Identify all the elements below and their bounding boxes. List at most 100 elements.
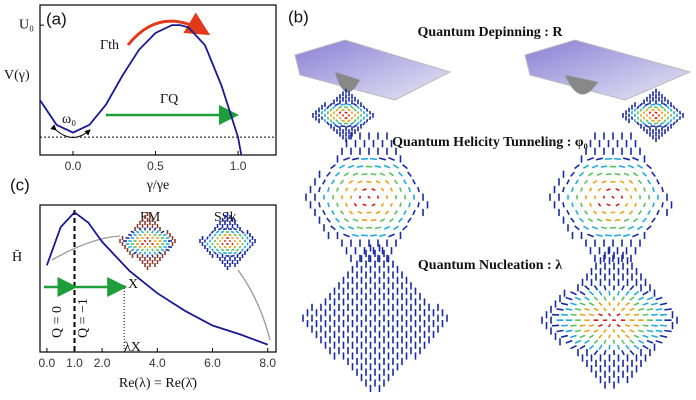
spin-arrow xyxy=(362,121,366,126)
spin-arrow xyxy=(633,118,637,123)
spin-arrow xyxy=(571,202,574,208)
spin-arrow xyxy=(408,187,411,193)
spin-arrow xyxy=(600,165,608,168)
spin-arrow xyxy=(601,210,607,215)
spin-arrow xyxy=(663,108,667,112)
spin-arrow xyxy=(608,301,611,307)
spin-arrow xyxy=(133,251,137,255)
spin-arrow xyxy=(651,217,656,223)
spin-arrow xyxy=(620,339,626,345)
spin-arrow xyxy=(235,230,240,234)
spin-arrow xyxy=(645,108,649,112)
energy-surface xyxy=(524,39,692,101)
spin-arrow xyxy=(338,116,342,120)
x-axis-label: γ/γe xyxy=(146,178,169,193)
spin-arrow xyxy=(356,111,360,115)
spin-arrow xyxy=(148,239,152,243)
spin-arrow xyxy=(228,233,232,237)
spin-arrow xyxy=(614,173,621,176)
spin-arrow xyxy=(622,157,631,161)
annotation: Q = −1 xyxy=(76,298,91,338)
spin-arrow xyxy=(332,105,336,110)
spin-arrow xyxy=(591,225,599,230)
spin-arrow xyxy=(392,164,400,169)
spin-arrow xyxy=(146,242,149,246)
plot-frame xyxy=(39,4,277,156)
spin-arrow xyxy=(633,324,640,327)
spin-arrow xyxy=(213,233,217,237)
spin-arrow xyxy=(141,236,144,240)
spin-arrow xyxy=(221,236,224,240)
spin-arrow xyxy=(625,344,630,350)
x-axis-label: Re(λ) = Re(λ̄) xyxy=(119,376,198,391)
spin-arrow xyxy=(326,116,330,120)
spin-arrow xyxy=(211,236,214,240)
spin-arrow xyxy=(596,218,603,222)
spin-arrow xyxy=(213,251,217,255)
spin-arrow xyxy=(356,105,360,110)
spin-arrow xyxy=(362,203,367,207)
spin-arrow xyxy=(352,172,359,176)
spin-arrow xyxy=(584,329,590,333)
annotation: Q = 0 xyxy=(50,306,65,338)
spin-arrow xyxy=(163,233,167,237)
x-tick-label: 0.0 xyxy=(39,356,56,370)
spin-arrow xyxy=(629,307,635,312)
spin-arrow xyxy=(130,236,135,240)
spin-arrow xyxy=(629,339,635,345)
spin-arrow xyxy=(570,334,577,339)
spin-arrow xyxy=(343,156,350,161)
spin-arrow xyxy=(339,210,345,215)
spin-arrow xyxy=(574,179,580,185)
spin-arrow xyxy=(337,105,343,109)
spin-arrow xyxy=(353,202,358,207)
spin-arrow xyxy=(641,171,648,177)
spin-arrow xyxy=(638,329,644,333)
spin-arrow xyxy=(334,124,340,128)
spin-arrow xyxy=(155,248,160,252)
spin-arrow xyxy=(323,108,327,112)
spin-arrow xyxy=(158,245,162,249)
spin-arrow xyxy=(346,124,352,128)
spin-arrow xyxy=(370,218,377,222)
spin-arrow xyxy=(393,210,399,215)
spin-arrow xyxy=(327,202,330,208)
spin-arrow xyxy=(216,242,219,246)
spin-arrow xyxy=(326,105,330,110)
spin-arrow xyxy=(618,165,626,169)
spin-arrow xyxy=(241,236,244,240)
spin-arrow xyxy=(570,171,575,177)
gray-curve xyxy=(237,269,271,341)
spin-arrow xyxy=(218,251,222,255)
spin-arrow xyxy=(570,324,577,327)
spin-arrow xyxy=(642,324,649,327)
spin-arrow xyxy=(390,202,393,207)
spin-arrow xyxy=(343,233,350,238)
spin-arrow xyxy=(629,285,635,291)
spin-arrow xyxy=(570,313,577,316)
spin-arrow xyxy=(223,239,227,243)
spin-arrow xyxy=(243,245,247,249)
spin-arrow xyxy=(654,116,658,120)
spin-arrow xyxy=(579,344,586,350)
spin-arrow xyxy=(231,236,234,240)
spin-arrow xyxy=(607,313,612,317)
spin-arrow xyxy=(633,334,640,339)
spin-arrow xyxy=(646,296,654,301)
spin-arrow xyxy=(616,313,621,317)
spin-arrow xyxy=(659,334,668,338)
spin-arrow xyxy=(233,233,237,237)
spin-arrow xyxy=(352,218,359,222)
spin-arrow xyxy=(642,313,649,316)
annotation: ω₀ xyxy=(62,112,76,127)
spin-arrow xyxy=(565,296,573,301)
spin-arrow xyxy=(327,187,330,193)
spin-arrow xyxy=(341,108,345,112)
spin-arrow xyxy=(335,217,340,223)
spin-arrow xyxy=(644,124,650,128)
spin-arrow xyxy=(646,308,654,311)
spin-arrow xyxy=(584,296,590,301)
spin-arrow xyxy=(388,217,395,223)
spin-arrow xyxy=(636,164,644,169)
spin-arrow xyxy=(623,172,630,177)
